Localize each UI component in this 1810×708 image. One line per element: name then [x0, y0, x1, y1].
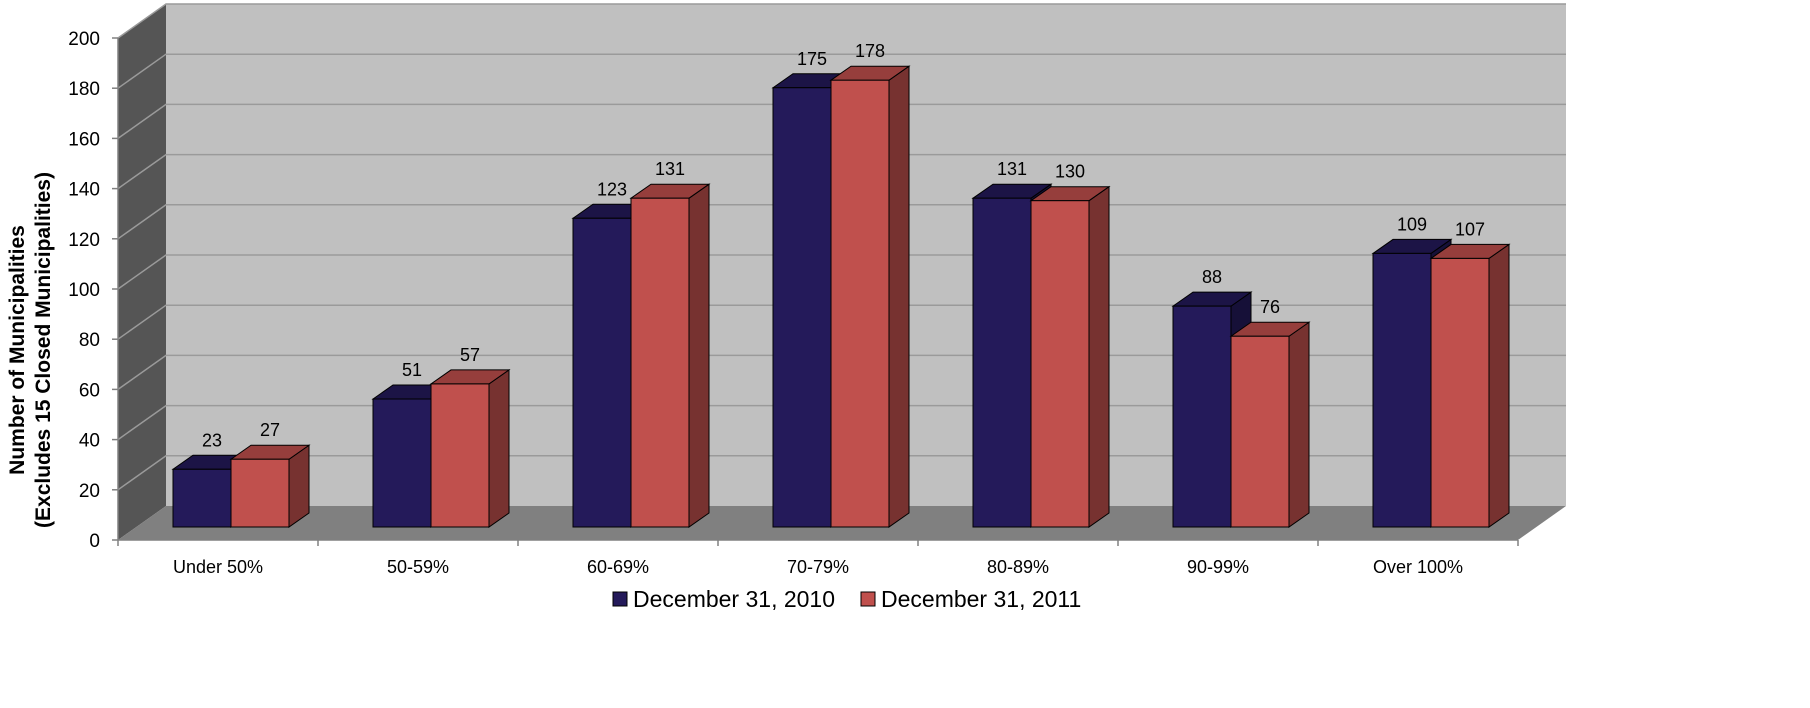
bar: [429, 368, 511, 528]
data-label: 123: [597, 179, 627, 199]
bar-front: [230, 458, 290, 528]
y-tick-label: 80: [79, 330, 100, 351]
bar: [1429, 243, 1511, 528]
data-label: 131: [655, 159, 685, 179]
y-axis-title-line2: (Excludes 15 Closed Municipalities): [32, 172, 55, 528]
data-label: 88: [1202, 267, 1222, 287]
legend-label: December 31, 2010: [633, 586, 835, 612]
bar-front: [1372, 252, 1432, 528]
bar-front: [772, 87, 832, 528]
data-label: 107: [1455, 219, 1485, 239]
gridline: [117, 3, 1566, 39]
x-tick-label: 60-69%: [587, 557, 649, 577]
gridline: [117, 153, 1566, 190]
y-tick-label: 180: [68, 79, 100, 100]
bar: [629, 183, 711, 528]
x-axis: Under 50% 50-59% 60-69% 70-79% 80-89% 90-99% O…: [117, 539, 1519, 577]
gridline: [117, 103, 1566, 140]
data-label: 178: [855, 41, 885, 61]
y-axis-title-line1: Number of Municipalities: [6, 225, 29, 475]
bar-front: [630, 197, 690, 528]
bar: [1229, 321, 1311, 528]
data-label: 27: [260, 420, 280, 440]
y-tick-label: 100: [68, 280, 100, 301]
bar-front: [1430, 257, 1490, 528]
data-label: 175: [797, 49, 827, 69]
bar-side: [1088, 185, 1110, 528]
bar-side: [488, 368, 510, 528]
data-label: 76: [1260, 297, 1280, 317]
bars: [171, 65, 1511, 528]
bar: [829, 65, 911, 528]
bar-front: [830, 79, 890, 528]
bar-side: [688, 183, 710, 528]
data-label: 130: [1055, 162, 1085, 182]
y-tick-label: 0: [89, 531, 100, 552]
bar-front: [572, 217, 632, 528]
y-tick-label: 40: [79, 431, 100, 452]
x-tick-label: 80-89%: [987, 557, 1049, 577]
x-tick-label: 90-99%: [1187, 557, 1249, 577]
bar-front: [1172, 305, 1232, 528]
y-tick-label: 160: [68, 129, 100, 150]
bar-front: [172, 468, 232, 528]
x-tick-label: 70-79%: [787, 557, 849, 577]
bar-front: [972, 197, 1032, 528]
y-tick-label: 200: [68, 29, 100, 50]
data-label: 131: [997, 159, 1027, 179]
legend: December 31, 2010 December 31, 2011: [612, 586, 1081, 612]
y-axis: 0 20 40 60 80 100 120 140 160 180 200: [68, 29, 119, 552]
bar-front: [372, 398, 432, 528]
bar-front: [1230, 335, 1290, 528]
x-tick-label: Under 50%: [173, 557, 263, 577]
bar-front: [1030, 200, 1090, 528]
y-tick-label: 120: [68, 230, 100, 251]
data-labels: 23 27 51 57 123 131 175 178 131 130 88 76 109 107: [202, 41, 1485, 450]
legend-swatch: [860, 591, 876, 607]
x-tick-label: Over 100%: [1373, 557, 1463, 577]
y-tick-label: 20: [79, 481, 100, 502]
y-tick-label: 140: [68, 180, 100, 201]
bar: [229, 444, 311, 528]
bar-side: [888, 65, 910, 528]
data-label: 109: [1397, 214, 1427, 234]
gridline: [117, 53, 1566, 89]
bar-side: [1288, 321, 1310, 528]
bar-side: [1488, 243, 1510, 528]
bar-front: [430, 383, 490, 528]
x-tick-label: 50-59%: [387, 557, 449, 577]
legend-swatch: [612, 591, 628, 607]
y-tick-label: 60: [79, 380, 100, 401]
data-label: 23: [202, 430, 222, 450]
data-label: 57: [460, 345, 480, 365]
bar: [1029, 185, 1111, 528]
legend-label: December 31, 2011: [881, 586, 1081, 612]
data-label: 51: [402, 360, 422, 380]
